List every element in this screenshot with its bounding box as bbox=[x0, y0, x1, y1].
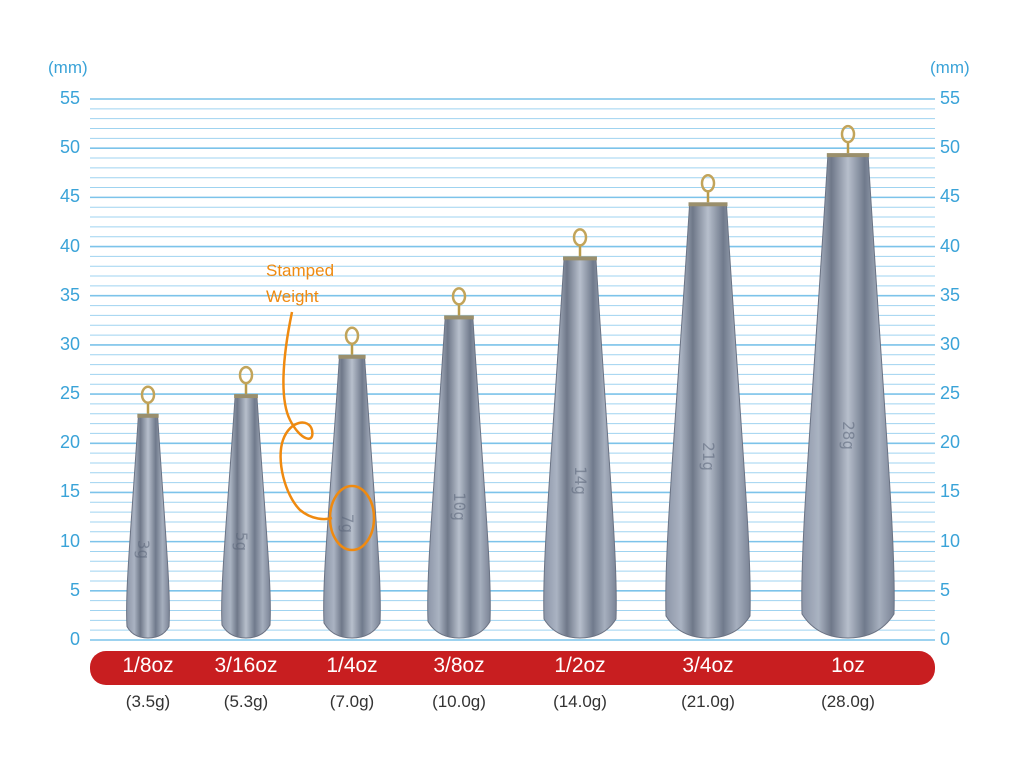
sinker-body bbox=[665, 204, 751, 639]
sinker-cap bbox=[826, 153, 870, 158]
stamped-weight-text: 3g bbox=[134, 540, 154, 560]
stamped-weight-annotation: Stamped Weight bbox=[266, 258, 334, 310]
tick-label-left: 15 bbox=[59, 481, 80, 502]
sinker-6 bbox=[665, 174, 751, 639]
unit-label-right: (mm) bbox=[930, 58, 970, 77]
oz-label: 1oz bbox=[831, 654, 865, 677]
tick-label-right: 15 bbox=[940, 481, 961, 502]
swivel-eye bbox=[451, 287, 467, 306]
tick-label-right: 45 bbox=[940, 186, 961, 207]
tick-label-left: 50 bbox=[59, 137, 80, 158]
stamped-weight-text: 10g bbox=[449, 492, 469, 522]
tick-label-left: 45 bbox=[59, 186, 80, 207]
unit-label-left: (mm) bbox=[48, 58, 88, 77]
sinker-5 bbox=[543, 228, 617, 639]
tick-label-right: 25 bbox=[940, 383, 961, 404]
oz-label: 3/8oz bbox=[433, 654, 485, 677]
swivel-eye bbox=[700, 174, 716, 193]
tick-label-left: 20 bbox=[59, 432, 80, 453]
sinker-cap bbox=[444, 315, 474, 320]
tick-label-right: 20 bbox=[940, 432, 961, 453]
sinker-cap bbox=[338, 354, 366, 359]
gram-label: (28.0g) bbox=[821, 692, 875, 711]
swivel-eye bbox=[344, 326, 360, 345]
oz-label: 3/4oz bbox=[682, 654, 734, 677]
tick-label-left: 5 bbox=[69, 579, 80, 600]
oz-label: 1/8oz bbox=[122, 654, 174, 677]
stamped-weight-text: 5g bbox=[232, 531, 252, 551]
stamped-weight-text: 14g bbox=[570, 466, 590, 496]
stamped-weight-text: 28g bbox=[838, 420, 858, 450]
oz-label: 1/4oz bbox=[326, 654, 378, 677]
stamped-weight-text: 7g bbox=[338, 514, 358, 534]
gram-label: (7.0g) bbox=[329, 692, 375, 711]
sinker-body bbox=[323, 357, 381, 639]
oz-label: 3/16oz bbox=[214, 654, 278, 677]
swivel-eye bbox=[840, 124, 856, 144]
tick-label-left: 35 bbox=[59, 284, 80, 305]
tick-label-right: 0 bbox=[940, 629, 951, 649]
tick-label-left: 55 bbox=[59, 88, 80, 108]
swivel-eye bbox=[238, 365, 254, 385]
tick-label-left: 40 bbox=[59, 235, 80, 256]
gram-label: (14.0g) bbox=[553, 692, 607, 711]
stamped-weight-text: 21g bbox=[698, 442, 718, 472]
sinker-body bbox=[126, 416, 170, 639]
sinker-2 bbox=[221, 365, 271, 639]
sinker-body bbox=[801, 155, 895, 639]
weight-bar bbox=[90, 651, 935, 685]
tick-label-right: 40 bbox=[940, 235, 961, 256]
sinker-7 bbox=[801, 124, 895, 639]
tick-label-right: 35 bbox=[940, 284, 961, 305]
sinker-body bbox=[427, 317, 491, 639]
tick-label-right: 50 bbox=[940, 137, 961, 158]
tick-label-left: 25 bbox=[59, 383, 80, 404]
gram-label: (21.0g) bbox=[681, 692, 735, 711]
swivel-eye bbox=[572, 228, 588, 247]
tick-label-right: 5 bbox=[940, 579, 951, 600]
tick-label-right: 10 bbox=[940, 530, 961, 551]
annotation-line-1: Stamped bbox=[266, 261, 335, 280]
sinker-cap bbox=[234, 394, 258, 399]
sinker-4 bbox=[427, 287, 491, 639]
sinker-1 bbox=[126, 385, 170, 639]
tick-label-left: 10 bbox=[59, 530, 80, 551]
sinker-cap bbox=[137, 413, 159, 418]
gram-label: (5.3g) bbox=[223, 692, 269, 711]
sinker-3 bbox=[323, 326, 381, 639]
swivel-eye bbox=[140, 385, 156, 405]
sinker-body bbox=[543, 258, 617, 639]
tick-label-right: 30 bbox=[940, 333, 961, 354]
sinker-cap bbox=[563, 256, 597, 261]
tick-label-right: 55 bbox=[940, 88, 961, 108]
tick-label-left: 0 bbox=[69, 629, 80, 649]
gram-label: (10.0g) bbox=[432, 692, 486, 711]
tick-label-left: 30 bbox=[59, 333, 80, 354]
annotation-line-2: Weight bbox=[266, 287, 319, 306]
sinker-cap bbox=[688, 202, 728, 207]
oz-label: 1/2oz bbox=[554, 654, 606, 677]
gram-label: (3.5g) bbox=[125, 692, 171, 711]
sinker-body bbox=[221, 396, 271, 639]
